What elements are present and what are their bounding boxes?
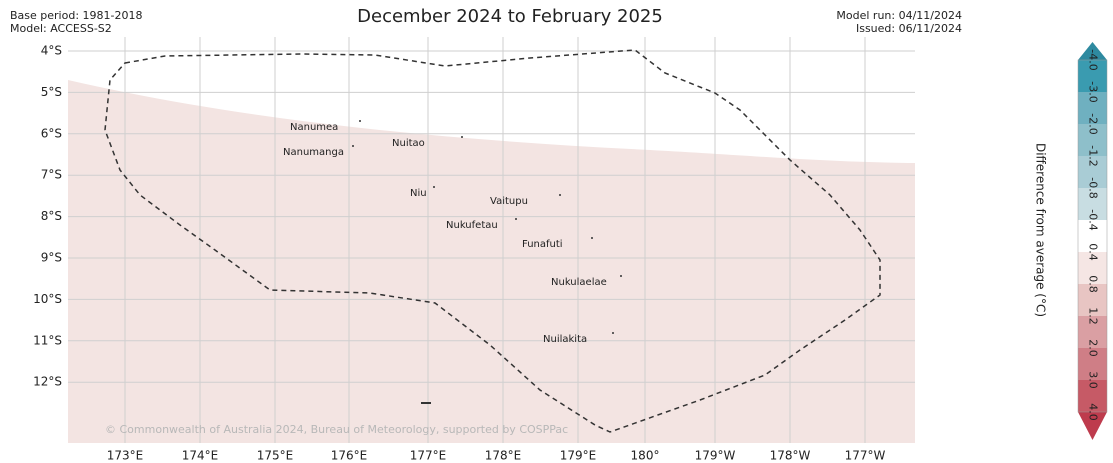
lon-label: 177°E <box>410 449 447 463</box>
island-label: Nanumea <box>290 122 338 133</box>
island <box>433 186 435 188</box>
title: December 2024 to February 2025 <box>357 6 663 27</box>
base-period: Base period: 1981-2018 <box>10 9 142 22</box>
copyright: © Commonwealth of Australia 2024, Bureau… <box>105 423 568 436</box>
colorbar-label: 2.0 <box>1087 339 1100 357</box>
lat-label: 4°S <box>41 44 62 58</box>
colorbar-label: 0.4 <box>1087 243 1100 261</box>
colorbar-label: 1.2 <box>1087 307 1100 325</box>
island <box>461 136 463 138</box>
colorbar-under <box>1078 412 1107 440</box>
colorbar-frame <box>1077 59 1108 413</box>
lat-label: 12°S <box>33 375 62 389</box>
map: © Commonwealth of Australia 2024, Bureau… <box>68 37 915 443</box>
colorbar-segment <box>1078 60 1107 92</box>
colorbar-segment <box>1078 316 1107 348</box>
colorbar-label: 3.0 <box>1087 371 1100 389</box>
lon-label: 177°W <box>845 449 886 463</box>
colorbar-segment <box>1078 188 1107 220</box>
island <box>359 120 361 122</box>
lat-label: 9°S <box>41 251 62 265</box>
island-label: Nukufetau <box>446 220 498 231</box>
lon-label: 176°E <box>331 449 368 463</box>
issued: Issued: 06/11/2024 <box>856 22 962 35</box>
lat-label: 11°S <box>33 333 62 347</box>
lon-label: 174°E <box>182 449 219 463</box>
colorbar-segment <box>1078 252 1107 284</box>
lon-label: 175°E <box>257 449 294 463</box>
colorbar-segment <box>1078 348 1107 380</box>
colorbar-label: 0.8 <box>1087 275 1100 293</box>
lon-label: 179°E <box>560 449 597 463</box>
colorbar-label: 4.0 <box>1087 403 1100 421</box>
lat-label: 6°S <box>41 126 62 140</box>
island <box>612 332 614 334</box>
anomaly-shading <box>68 80 915 443</box>
model-run: Model run: 04/11/2024 <box>836 9 962 22</box>
lat-label: 7°S <box>41 168 62 182</box>
colorbar-over <box>1078 42 1107 60</box>
lon-label: 179°W <box>695 449 736 463</box>
lon-label: 178°W <box>770 449 811 463</box>
colorbar-label: -1.2 <box>1087 145 1100 166</box>
island-label: Nuilakita <box>543 334 587 345</box>
lon-label: 173°E <box>107 449 144 463</box>
lat-label: 10°S <box>33 292 62 306</box>
island-label: Niu <box>410 188 427 199</box>
island <box>515 218 517 220</box>
colorbar-label: -4.0 <box>1087 49 1100 70</box>
colorbar-label: -2.0 <box>1087 113 1100 134</box>
lon-label: 178°E <box>485 449 522 463</box>
lat-label: 8°S <box>41 209 62 223</box>
colorbar-segment <box>1078 380 1107 412</box>
colorbar-label: -3.0 <box>1087 81 1100 102</box>
eez-boundary <box>104 49 881 433</box>
island-label: Funafuti <box>522 239 563 250</box>
colorbar-segment <box>1078 220 1107 252</box>
island-label: Nukulaelae <box>551 277 607 288</box>
island <box>620 275 622 277</box>
colorbar-segment <box>1078 124 1107 156</box>
island <box>559 194 561 196</box>
island <box>591 237 593 239</box>
model: Model: ACCESS-S2 <box>10 22 112 35</box>
colorbar-label: -0.8 <box>1087 177 1100 198</box>
colorbar-segment <box>1078 284 1107 316</box>
colorbar-segment <box>1078 92 1107 124</box>
graticule <box>68 37 915 443</box>
lat-label: 5°S <box>41 85 62 99</box>
colorbar-label: -0.4 <box>1087 209 1100 230</box>
colorbar-title: Difference from average (°C) <box>1034 143 1048 317</box>
island-label: Nuitao <box>392 138 425 149</box>
lon-label: 180° <box>631 449 660 463</box>
colorbar: -4.0 -3.0 -2.0 -1.2 -0.8 -0.4 0.4 0.8 1.2 2.0 3.0 4… <box>1077 42 1108 440</box>
island-label: Vaitupu <box>490 196 528 207</box>
colorbar-segment <box>1078 156 1107 188</box>
island-label: Nanumanga <box>283 147 344 158</box>
island <box>352 145 354 147</box>
